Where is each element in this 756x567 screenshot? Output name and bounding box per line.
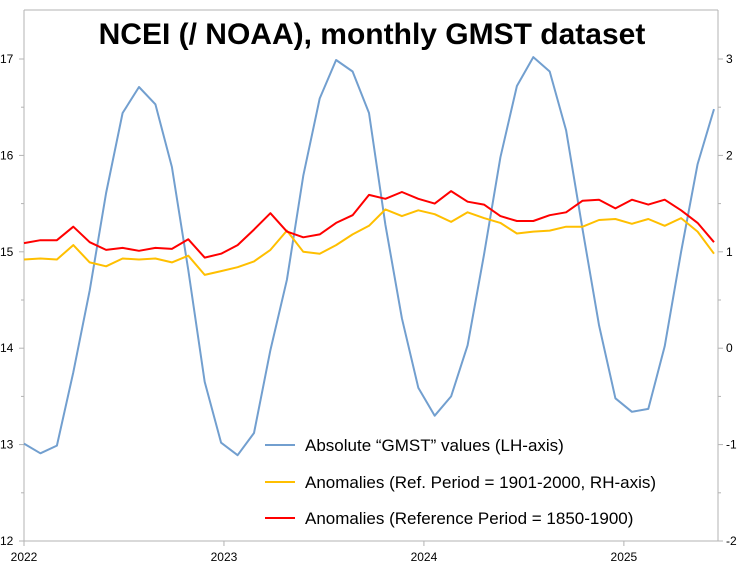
right-y-tick-label: -2	[726, 534, 737, 548]
left-y-tick-label: 13	[0, 438, 14, 452]
left-y-tick-label: 12	[0, 534, 14, 548]
legend-label-2: Anomalies (Reference Period = 1850-1900)	[305, 509, 633, 528]
left-y-tick-label: 14	[0, 341, 14, 355]
right-y-tick-label: -1	[726, 438, 737, 452]
series-line-2	[23, 190, 715, 259]
right-y-tick-label: 3	[726, 52, 733, 66]
x-tick-label: 2023	[211, 550, 238, 564]
left-y-tick-label: 17	[0, 52, 14, 66]
legend-entry-bg	[262, 506, 712, 530]
left-y-tick-label: 15	[0, 245, 14, 259]
series-group	[23, 56, 715, 457]
legend-entry-bg	[262, 433, 712, 457]
left-y-tick-label: 16	[0, 148, 14, 162]
legend-label-1: Anomalies (Ref. Period = 1901-2000, RH-a…	[305, 473, 656, 492]
series-line-0	[23, 56, 715, 457]
x-tick-label: 2025	[611, 550, 638, 564]
legend-entry-bg	[262, 470, 712, 494]
legend: Absolute “GMST” values (LH-axis) Anomalie…	[262, 433, 712, 530]
x-tick-label: 2022	[11, 550, 38, 564]
chart-title: NCEI (/ NOAA), monthly GMST dataset	[99, 18, 646, 51]
right-y-tick-label: 1	[726, 245, 733, 259]
x-tick-label: 2024	[411, 550, 438, 564]
legend-label-0: Absolute “GMST” values (LH-axis)	[305, 436, 564, 455]
series-line-1	[23, 208, 715, 276]
right-y-tick-label: 0	[726, 341, 733, 355]
right-y-tick-label: 2	[726, 148, 733, 162]
